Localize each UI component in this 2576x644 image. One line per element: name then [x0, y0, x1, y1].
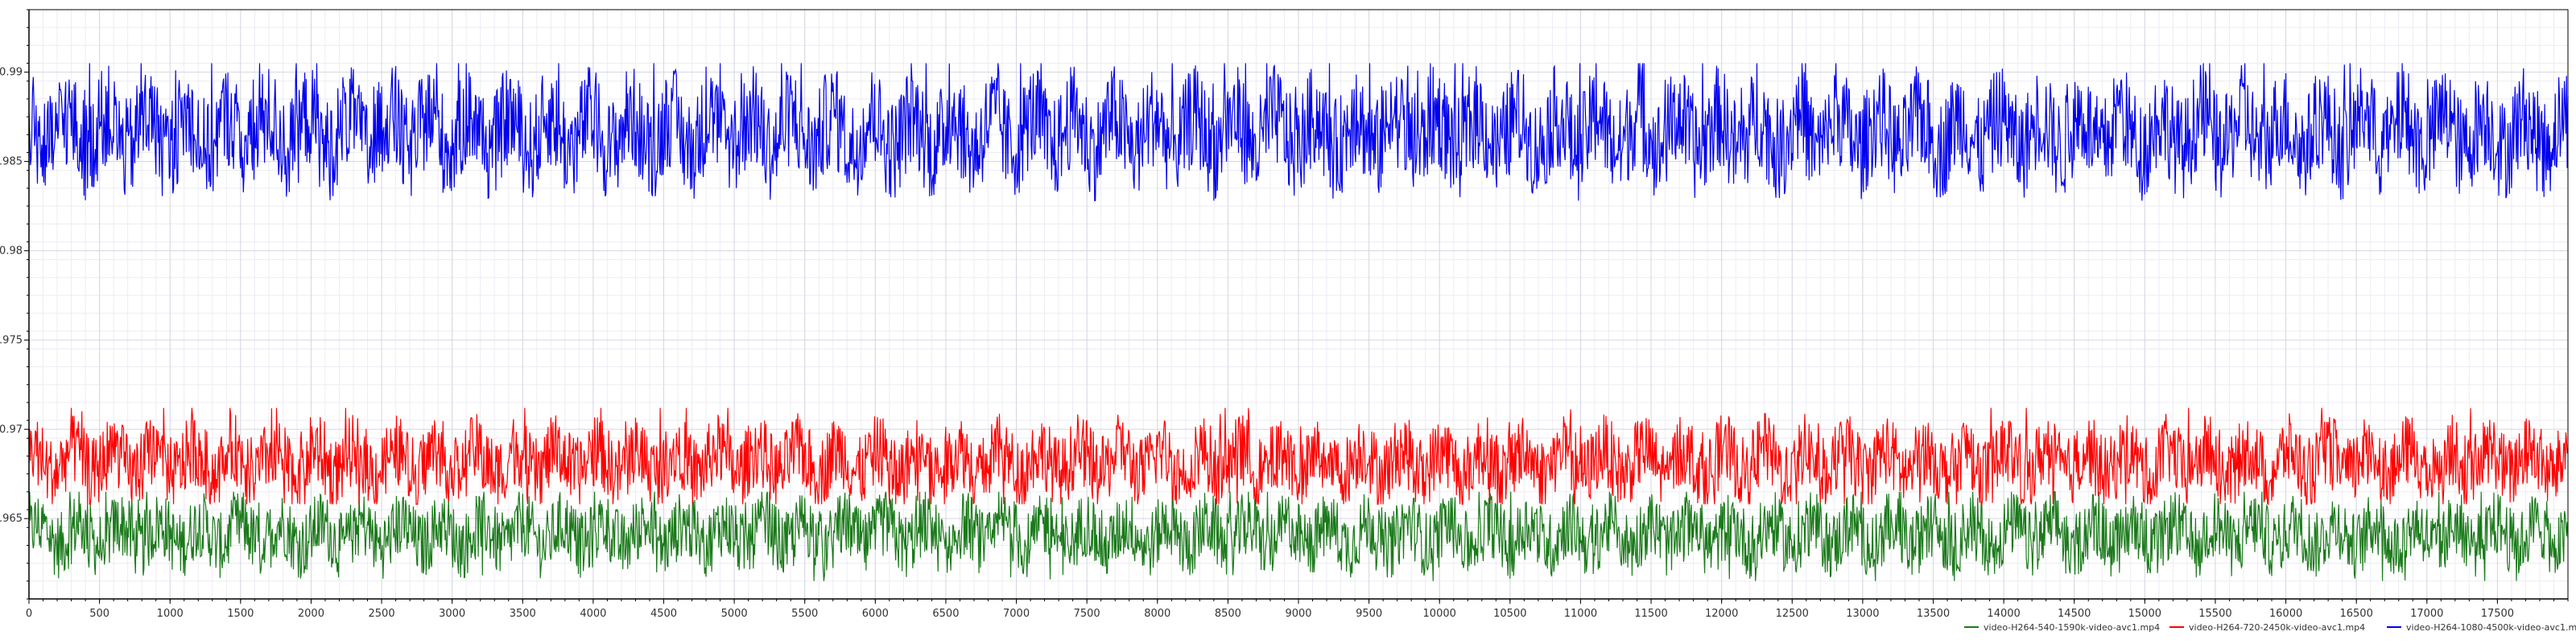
x-tick-label: 2500	[369, 608, 395, 620]
x-tick-label: 7000	[1003, 608, 1030, 620]
x-tick-label: 3000	[439, 608, 465, 620]
legend-label: video-H264-1080-4500k-video-avc1.mp4	[2406, 622, 2576, 633]
x-tick-label: 15000	[2128, 608, 2161, 620]
x-tick-label: 2000	[298, 608, 324, 620]
legend: video-H264-540-1590k-video-avc1.mp4 video…	[1964, 622, 2576, 633]
major-grid	[28, 10, 2568, 599]
x-tick-label: 12500	[1776, 608, 1809, 620]
x-tick-label: 7500	[1074, 608, 1100, 620]
x-tick-label: 1000	[157, 608, 184, 620]
x-tick-label: 13500	[1917, 608, 1950, 620]
x-tick-label: 12000	[1705, 608, 1738, 620]
y-tick-label: 0.99	[0, 67, 23, 79]
legend-label: video-H264-540-1590k-video-avc1.mp4	[1984, 622, 2160, 633]
x-tick-label: 9000	[1285, 608, 1311, 620]
x-tick-label: 3500	[510, 608, 536, 620]
x-tick-label: 4000	[580, 608, 606, 620]
x-tick-label: 0	[26, 608, 32, 620]
x-tick-label: 16000	[2269, 608, 2302, 620]
y-tick-label: 0.98	[0, 245, 23, 257]
x-tick-label: 10500	[1493, 608, 1526, 620]
x-tick-label: 17500	[2481, 608, 2514, 620]
x-tick-label: 10000	[1423, 608, 1456, 620]
x-tick-label: 11000	[1564, 608, 1597, 620]
y-tick-label: 0.965	[0, 513, 23, 525]
x-tick-label: 17000	[2410, 608, 2443, 620]
x-tick-label: 8500	[1215, 608, 1241, 620]
x-tick-label: 6000	[862, 608, 889, 620]
x-tick-label: 14000	[1987, 608, 2020, 620]
x-tick-label: 4500	[650, 608, 677, 620]
x-tick-label: 11500	[1634, 608, 1667, 620]
x-tick-label: 500	[89, 608, 109, 620]
x-tick-label: 13000	[1846, 608, 1879, 620]
series-line-3	[28, 63, 2569, 201]
x-tick-label: 14500	[2058, 608, 2091, 620]
y-tick-label: 0.97	[0, 423, 23, 436]
series-line-1	[28, 491, 2569, 581]
x-tick-label: 5500	[791, 608, 818, 620]
x-tick-label: 15500	[2198, 608, 2231, 620]
legend-label: video-H264-720-2450k-video-avc1.mp4	[2189, 622, 2365, 633]
x-tick-label: 6500	[932, 608, 959, 620]
x-tick-label: 9500	[1356, 608, 1382, 620]
x-tick-label: 8000	[1144, 608, 1170, 620]
y-tick-label: 0.985	[0, 156, 23, 168]
x-tick-label: 16500	[2339, 608, 2372, 620]
y-tick-label: 0.975	[0, 334, 23, 346]
x-tick-label: 1500	[227, 608, 254, 620]
x-tick-label: 5000	[721, 608, 748, 620]
series-line-2	[28, 407, 2569, 506]
